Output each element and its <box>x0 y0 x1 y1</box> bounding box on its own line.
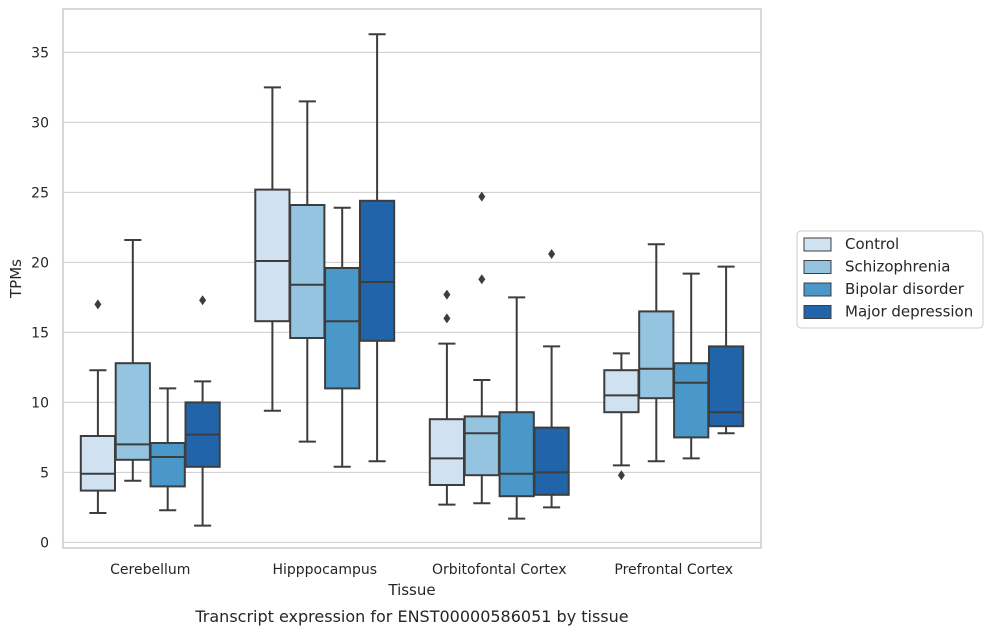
legend-swatch-3 <box>803 305 832 319</box>
box-control-2 <box>428 289 466 506</box>
x-tick-label-3: Prefrontal Cortex <box>614 562 733 578</box>
iqr-box <box>603 369 640 414</box>
x-tick-label-2: Orbitofontal Cortex <box>432 562 567 578</box>
outlier-point-0 <box>94 299 102 310</box>
box-bipolar-disorder-3 <box>673 272 710 460</box>
box-bipolar-disorder-2 <box>498 296 535 520</box>
y-tick-labels: 0 5 10 15 20 25 30 35 <box>31 45 49 551</box>
outlier-point-1 <box>443 289 451 300</box>
iqr-box <box>533 426 570 496</box>
box-plots <box>79 33 745 527</box>
x-tick-labels: Cerebellum Hipppocampus Orbitofontal Corte… <box>110 562 733 578</box>
legend-swatch-0 <box>803 237 832 252</box>
y-tick-label-25: 25 <box>31 185 49 201</box>
box-control-0 <box>79 299 117 514</box>
x-tick-label-0: Cerebellum <box>110 562 190 578</box>
outlier-point-0 <box>548 249 556 259</box>
y-tick-label-0: 0 <box>40 535 49 551</box>
y-tick-label-30: 30 <box>31 115 49 131</box>
box-major-depression-2 <box>533 249 570 509</box>
iqr-box <box>428 418 466 487</box>
plot-frame <box>62 8 762 549</box>
outlier-point-0 <box>199 295 207 306</box>
iqr-box <box>707 345 745 428</box>
iqr-box <box>79 435 117 492</box>
box-bipolar-disorder-0 <box>149 387 186 512</box>
figure-caption: Transcript expression for ENST0000058605… <box>194 607 628 626</box>
legend-label-0: Control <box>845 235 899 253</box>
outlier-point-0 <box>478 274 486 285</box>
iqr-box <box>254 188 291 323</box>
y-tick-label-15: 15 <box>31 325 49 341</box>
box-major-depression-3 <box>707 265 745 435</box>
iqr-box <box>463 415 500 477</box>
box-bipolar-disorder-1 <box>324 206 361 468</box>
outlier-point-0 <box>443 313 451 324</box>
y-tick-label-35: 35 <box>31 45 49 61</box>
iqr-box <box>358 199 396 342</box>
outlier-point-1 <box>478 191 486 202</box>
legend-frame <box>796 230 984 329</box>
iqr-box <box>638 310 675 400</box>
box-schizophrenia-1 <box>289 100 326 443</box>
outlier-point-0 <box>617 470 625 481</box>
legend: Control Schizophrenia Bipolar disorder Majo… <box>796 230 984 329</box>
legend-label-2: Bipolar disorder <box>845 280 965 298</box>
iqr-box <box>149 442 186 488</box>
box-major-depression-0 <box>184 295 221 527</box>
x-tick-label-1: Hipppocampus <box>272 562 377 578</box>
y-tick-label-20: 20 <box>31 255 49 271</box>
x-axis-label: Tissue <box>387 581 435 599</box>
y-axis-label: TPMs <box>7 259 25 299</box>
box-schizophrenia-2 <box>463 191 500 505</box>
iqr-box <box>673 362 710 439</box>
box-control-1 <box>254 86 291 412</box>
box-control-3 <box>603 352 640 481</box>
iqr-box <box>498 411 535 498</box>
legend-label-1: Schizophrenia <box>845 258 950 276</box>
iqr-box <box>289 204 326 339</box>
legend-swatch-1 <box>803 260 832 274</box>
box-schizophrenia-3 <box>638 243 675 463</box>
y-tick-label-5: 5 <box>40 465 49 481</box>
y-tick-label-10: 10 <box>31 395 49 411</box>
legend-label-3: Major depression <box>845 303 973 321</box>
box-schizophrenia-0 <box>114 239 151 482</box>
box-major-depression-1 <box>358 33 396 463</box>
iqr-box <box>324 267 361 390</box>
legend-swatch-2 <box>803 282 832 297</box>
